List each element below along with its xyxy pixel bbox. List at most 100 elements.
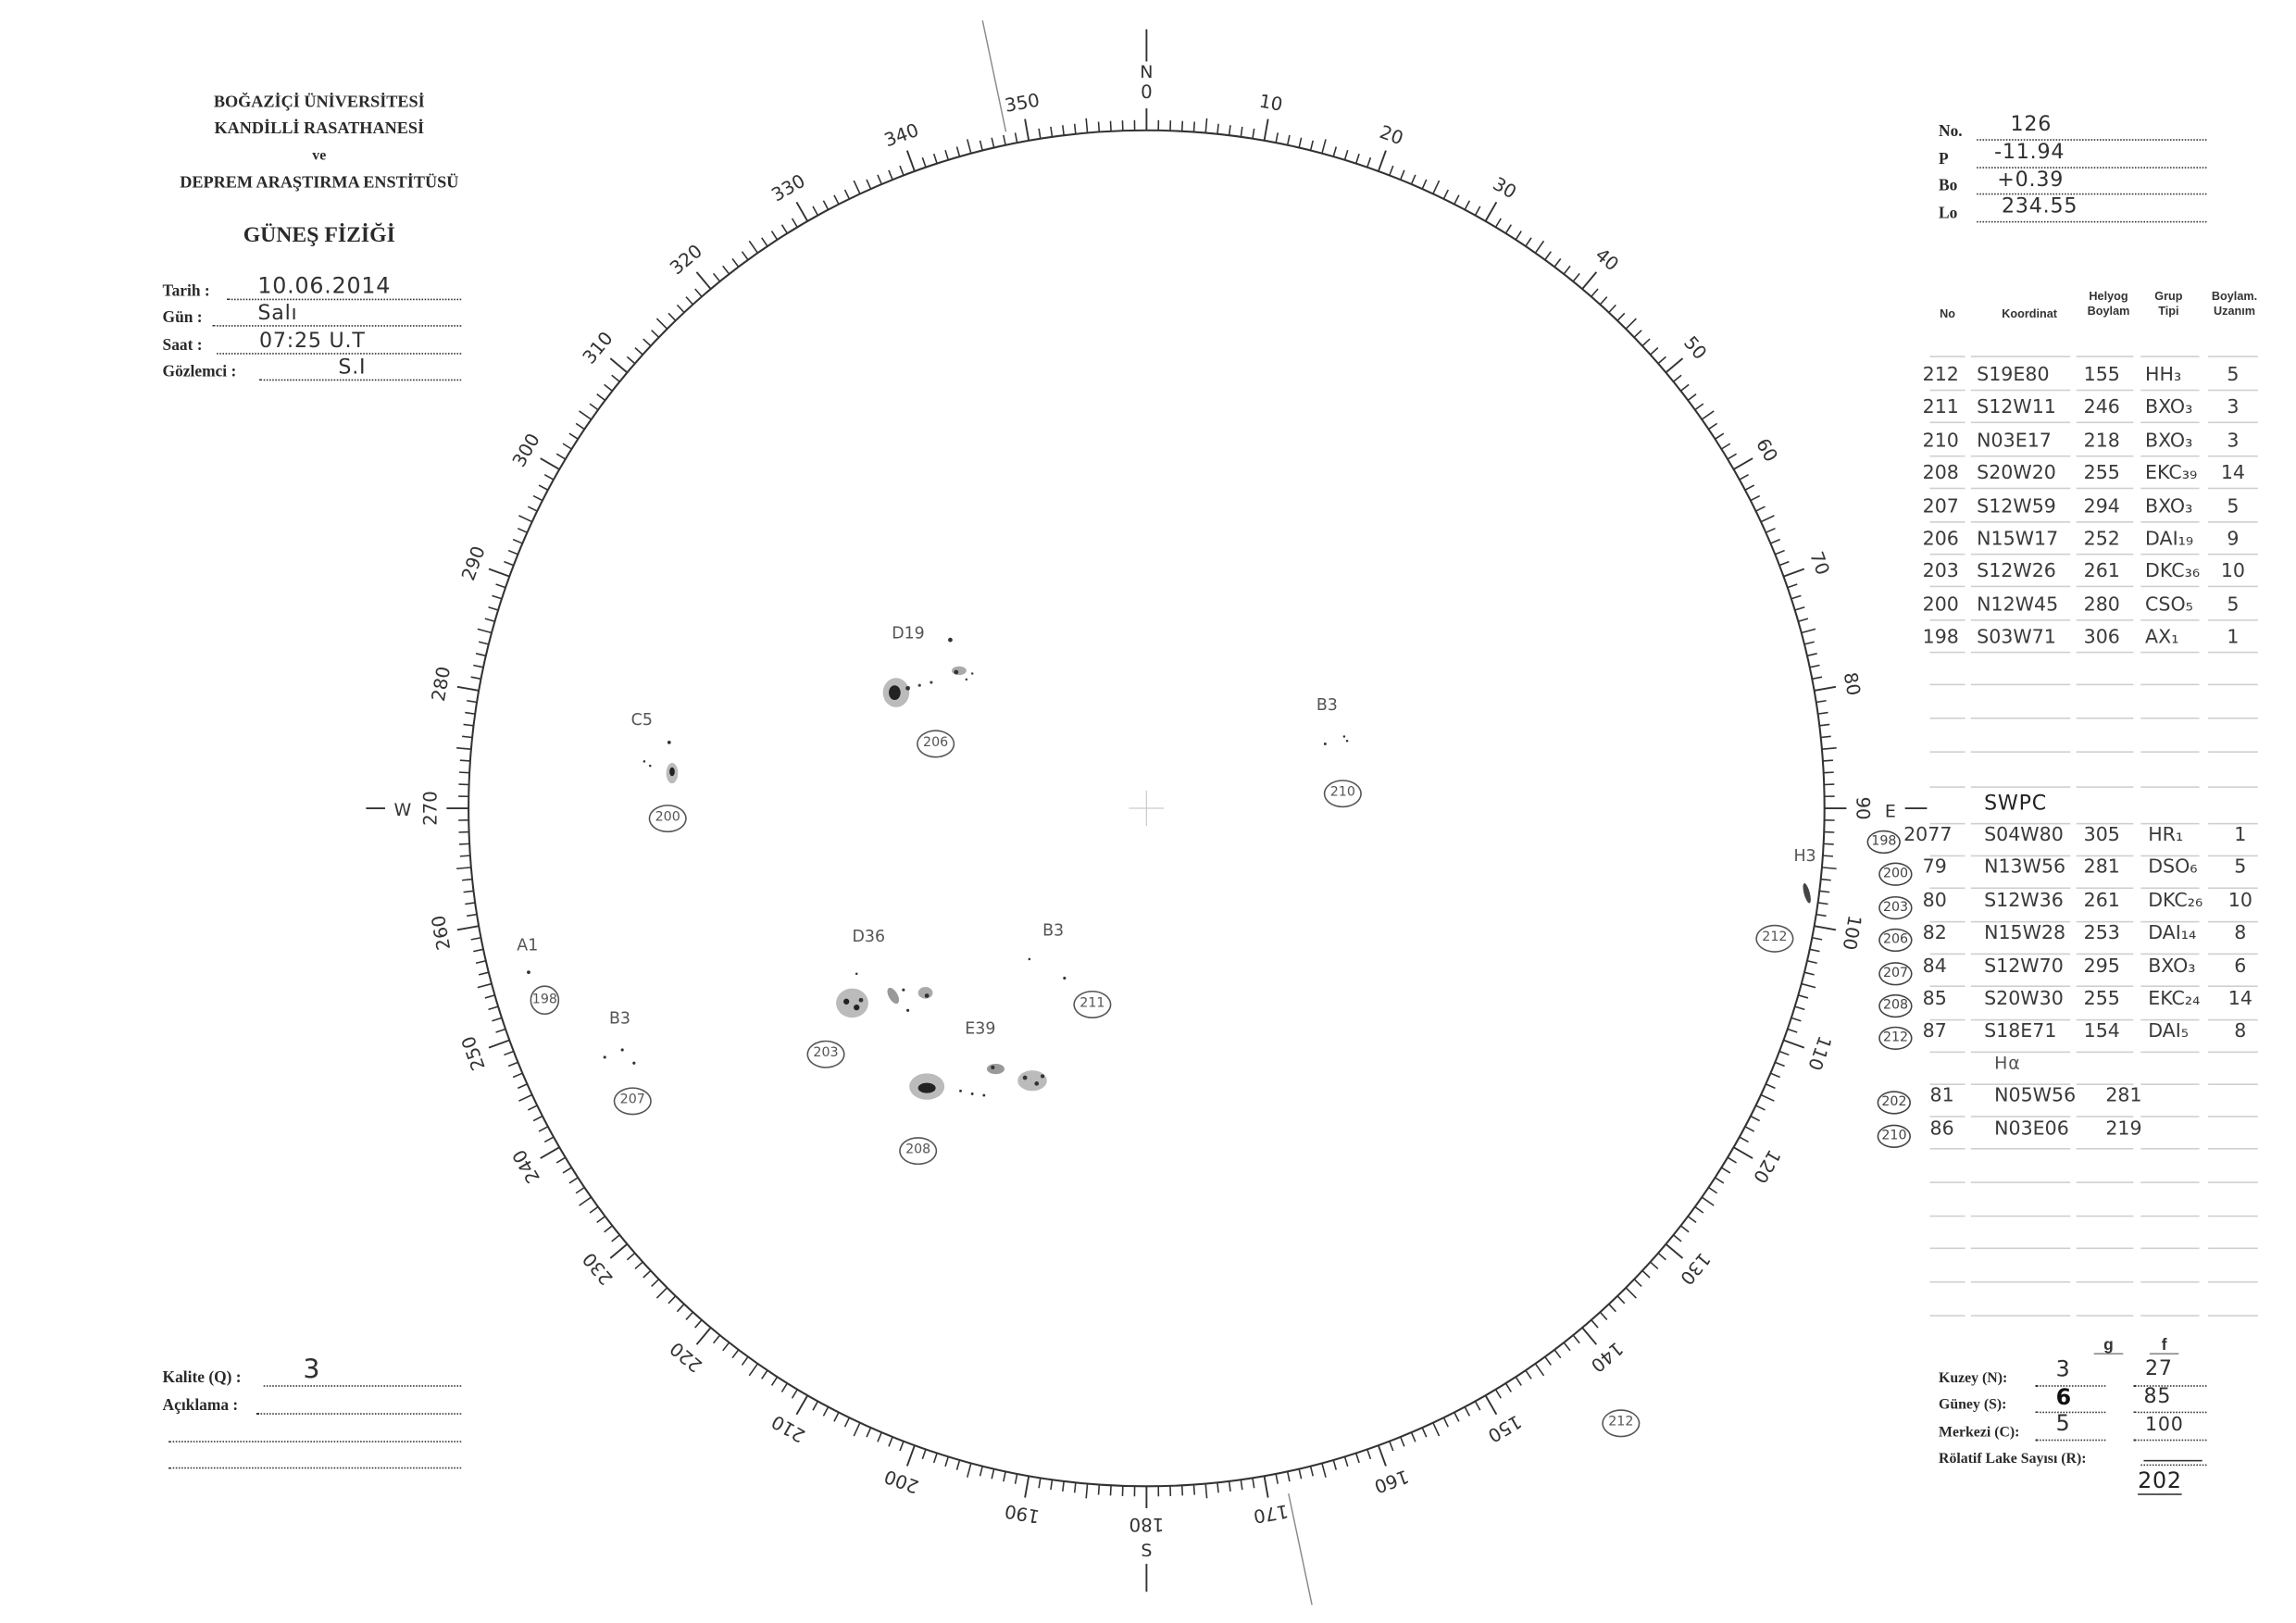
degree-tick [921,156,927,168]
degree-tick [694,288,703,297]
comment-label: Açıklama : [162,1396,239,1415]
group-class-label: B3 [1316,695,1338,715]
degree-tick [1085,118,1089,133]
center-count-label: Merkezi (C): [1939,1424,2020,1442]
row-rule [2140,389,2200,392]
cell-coordinate: S12W36 [1984,890,2064,913]
center-spots[interactable]: 100 [2145,1414,2184,1437]
degree-tick [543,1136,555,1143]
degree-tick [833,194,840,205]
degree-tick [991,1468,995,1479]
degree-tick [579,410,592,420]
north-spots[interactable]: 27 [2145,1357,2173,1381]
degree-tick [1794,606,1805,611]
number-field[interactable]: 126 [2010,112,2053,137]
degree-tick [741,251,749,261]
row-rule [2140,455,2200,457]
degree-label: 150 [1484,1411,1525,1447]
east-letter: E [1885,802,1896,822]
cell-swpc-no: 82 [1922,922,1947,945]
south-spots[interactable]: 85 [2143,1385,2172,1409]
circled-group-ref: 206 [1878,924,1913,953]
observer-field[interactable]: S.I [338,356,367,380]
degree-tick [488,606,499,611]
north-groups[interactable]: 3 [2055,1355,2071,1383]
degree-tick [1354,153,1360,164]
degree-tick [843,1417,851,1428]
degree-tick [944,149,950,160]
row-rule [2076,683,2134,686]
south-groups[interactable]: 6 [2055,1383,2072,1411]
degree-tick [484,994,495,999]
degree-label: 260 [428,914,455,952]
cell-longitude: 261 [2083,890,2120,913]
institution-line-2: KANDİLLİ RASATHANESİ [214,119,425,138]
degree-tick [1180,1485,1184,1496]
center-groups[interactable]: 5 [2055,1410,2071,1437]
group-number-circle-outside: 212 [1602,1409,1641,1438]
row-rule [1970,855,2071,857]
row-rule [2140,683,2200,686]
degree-tick [694,1319,703,1329]
relative-number-field[interactable]: 202 [2138,1467,2182,1495]
degree-tick [1050,126,1054,137]
row-rule [2208,1280,2258,1283]
bo-field[interactable]: +0.39 [1997,168,2065,193]
degree-tick [1572,272,1580,282]
comment-field[interactable] [256,1413,462,1415]
row-rule [2208,487,2258,490]
degree-tick [1572,1334,1580,1344]
degree-tick [1720,1167,1731,1174]
degree-tick [1809,948,1820,953]
cell-group-type: BXO₃ [2145,495,2193,518]
comment-line[interactable] [168,1441,462,1442]
cell-longitude: 253 [2083,922,2120,945]
degree-tick [1097,121,1101,132]
row-rule [2076,356,2134,357]
degree-tick [1275,132,1279,144]
degree-tick [921,1449,927,1460]
degree-tick [1625,318,1637,330]
comment-line[interactable] [168,1467,462,1469]
degree-tick [1641,1269,1651,1279]
degree-tick [955,1459,961,1470]
degree-tick [456,925,480,931]
cell-group-type: DAI₁₉ [2145,528,2194,551]
p-angle-field[interactable]: -11.94 [1994,140,2065,165]
row-rule [1970,356,2071,357]
degree-tick [748,1363,759,1377]
time-field[interactable]: 07:25 U.T [258,329,366,354]
lo-field[interactable]: 234.55 [2002,194,2078,218]
quality-field[interactable]: 3 [303,1354,321,1386]
degree-label: 340 [881,119,921,152]
circled-group-ref: 210 [1877,1120,1912,1148]
degree-tick [1641,338,1651,347]
cell-group-type: HR₁ [2148,824,2184,847]
degree-tick [1715,1177,1725,1184]
degree-tick [888,1436,893,1447]
degree-tick [1817,902,1828,905]
degree-tick [1366,156,1372,168]
row-rule [2140,1083,2200,1085]
col-header-no: No [1940,307,1955,321]
degree-tick [1727,453,1737,460]
day-field[interactable]: Salı [257,301,298,326]
cell-coordinate: S12W11 [1977,397,2056,419]
cell-group-no: 208 [1922,463,1959,485]
degree-tick [722,265,730,275]
cell-extent: 10 [2220,561,2246,584]
date-field[interactable]: 10.06.2014 [257,272,392,299]
degree-tick [853,180,861,194]
degree-tick [668,1295,677,1305]
row-rule [2208,887,2258,890]
sunspots-group-211 [1028,957,1067,980]
degree-tick [1687,393,1697,401]
degree-tick [1014,1473,1018,1484]
degree-tick [1515,1376,1522,1386]
degree-tick [1504,1382,1512,1392]
degree-tick [1816,913,1827,918]
degree-tick [748,240,759,254]
degree-tick [465,711,476,715]
cell-halpha-no: 86 [1929,1118,1954,1142]
row-rule [1929,1083,1965,1085]
